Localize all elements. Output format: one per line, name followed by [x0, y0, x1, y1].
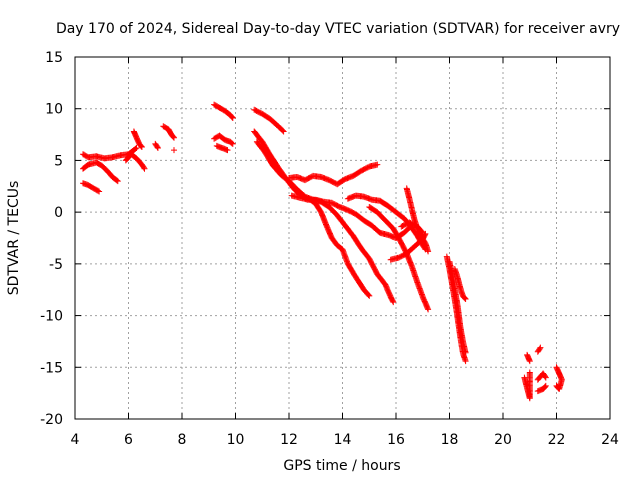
data-point	[138, 143, 145, 150]
data-point	[542, 382, 549, 389]
data-point	[536, 345, 543, 352]
data-series	[211, 132, 236, 147]
data-point	[96, 188, 103, 195]
y-tick-label: 10	[45, 102, 63, 118]
x-tick-label: 12	[280, 432, 298, 448]
y-tick-label: -20	[40, 412, 63, 428]
data-point	[171, 134, 177, 141]
data-point	[154, 144, 161, 150]
data-point	[141, 165, 148, 172]
data-point	[154, 145, 161, 151]
data-point	[425, 306, 432, 313]
data-point	[390, 299, 397, 306]
chart-title: Day 170 of 2024, Sidereal Day-to-day VTE…	[56, 21, 620, 37]
data-series	[253, 138, 397, 306]
data-point	[228, 140, 235, 147]
data-series	[80, 159, 121, 185]
data-point	[419, 229, 426, 236]
y-tick-label: -10	[40, 309, 63, 325]
data-series	[553, 364, 565, 392]
data-series	[130, 128, 145, 150]
data-series	[398, 219, 426, 236]
data-point	[138, 144, 145, 150]
data-point	[113, 177, 120, 184]
data-point	[461, 295, 468, 302]
y-tick-label: -5	[49, 257, 63, 273]
x-axis-tick-labels: 4 6 8 10 12 14 16 18 20 22 24	[71, 432, 619, 448]
data-point	[554, 383, 561, 390]
data-points	[80, 101, 565, 402]
data-series	[521, 369, 533, 402]
data-point	[462, 358, 469, 365]
data-point	[280, 128, 287, 135]
x-tick-label: 8	[178, 432, 187, 448]
data-point	[419, 228, 425, 235]
data-point	[132, 145, 139, 152]
x-tick-label: 14	[334, 432, 352, 448]
data-point	[133, 145, 140, 151]
x-tick-label: 20	[494, 432, 512, 448]
data-point	[526, 358, 533, 365]
y-tick-label: -15	[40, 360, 63, 376]
data-point	[425, 248, 432, 255]
data-series	[171, 147, 177, 154]
data-series	[534, 370, 549, 383]
grid-lines	[75, 57, 610, 419]
data-point	[229, 140, 236, 147]
x-tick-label: 4	[71, 432, 80, 448]
x-tick-label: 24	[601, 432, 619, 448]
data-series	[80, 145, 140, 162]
data-point	[95, 187, 101, 194]
data-point	[229, 115, 236, 121]
data-series	[534, 382, 549, 395]
data-point	[279, 127, 286, 134]
x-tick-label: 18	[441, 432, 459, 448]
x-tick-label: 6	[124, 432, 133, 448]
data-series	[524, 351, 533, 365]
data-point	[224, 147, 231, 154]
data-series	[366, 204, 432, 313]
y-axis-label: SDTVAR / TECUs	[6, 181, 22, 296]
data-point	[374, 161, 381, 168]
axis-ticks	[74, 56, 611, 420]
data-point	[553, 382, 560, 389]
y-axis-tick-labels: -20 -15 -10 -5 0 5 10 15	[40, 50, 63, 428]
data-point	[542, 374, 549, 381]
data-series	[451, 266, 469, 302]
data-point	[462, 296, 469, 302]
y-tick-label: 5	[54, 153, 63, 169]
data-point	[526, 369, 533, 376]
data-series	[122, 151, 148, 172]
data-point	[171, 147, 177, 154]
data-point	[366, 292, 373, 299]
data-series	[534, 344, 544, 355]
data-series	[251, 106, 287, 135]
data-point	[537, 344, 544, 351]
x-axis-label: GPS time / hours	[283, 458, 400, 474]
y-tick-label: 0	[54, 205, 63, 221]
data-series	[160, 123, 177, 141]
data-series	[288, 192, 413, 241]
data-point	[365, 292, 372, 298]
data-series	[152, 140, 161, 151]
x-tick-label: 22	[548, 432, 566, 448]
data-point	[542, 373, 549, 380]
data-series	[211, 101, 236, 121]
x-tick-label: 16	[387, 432, 405, 448]
data-point	[542, 383, 549, 390]
data-series	[286, 161, 381, 188]
data-point	[170, 133, 177, 140]
data-point	[114, 178, 121, 185]
data-series	[213, 142, 231, 154]
data-point	[140, 164, 147, 171]
y-tick-label: 15	[45, 50, 63, 66]
data-point	[229, 114, 236, 121]
data-point	[462, 349, 469, 356]
x-tick-label: 10	[227, 432, 245, 448]
data-series	[80, 180, 103, 195]
